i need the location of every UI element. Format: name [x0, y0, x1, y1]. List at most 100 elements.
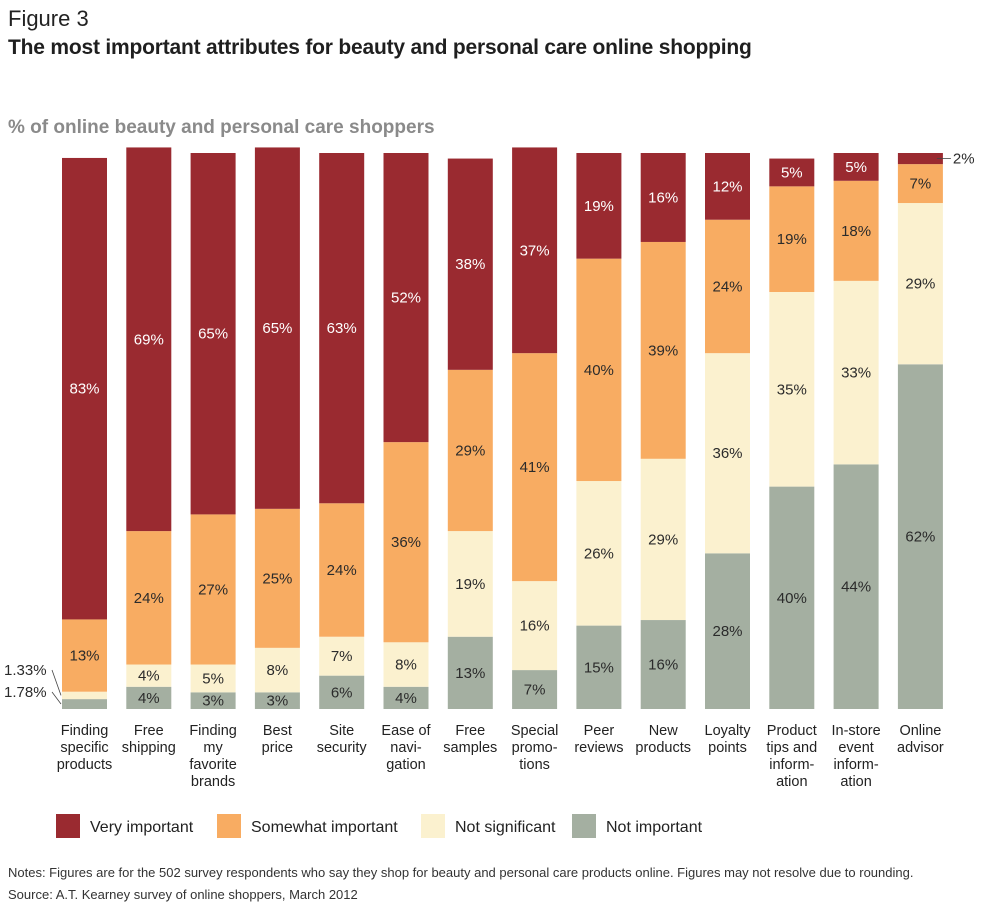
data-labels-group: 1.78% 1.33% 13% 83% 4% 4% 24% 69% 3% 5% 27% 65% 3% 8%…: [4, 151, 975, 710]
data-label: 27%: [198, 581, 228, 598]
category-label: Finding my favorite brands: [189, 723, 237, 790]
bar-column-2: [190, 153, 236, 709]
data-label: 2%: [953, 151, 975, 168]
data-label: 83%: [69, 381, 99, 398]
category-label: In-store event inform-ation: [832, 723, 881, 790]
data-label: 69%: [134, 331, 164, 348]
category-label-line: specific: [60, 740, 108, 756]
category-label-line: Special: [511, 723, 559, 739]
data-label: 4%: [138, 668, 160, 685]
bar-segment: [769, 158, 815, 187]
category-label-line: shipping: [122, 740, 176, 756]
category-label: Loyalty points: [705, 723, 752, 756]
bar-segment: [576, 481, 622, 626]
data-label: 63%: [327, 320, 357, 337]
data-label: 18%: [841, 223, 871, 240]
bar-segment: [126, 686, 172, 709]
data-label: 37%: [520, 242, 550, 259]
bar-segment: [62, 691, 107, 700]
data-label: 5%: [202, 670, 224, 687]
bar-segment: [833, 464, 879, 709]
bar-segment: [447, 369, 493, 532]
category-label: Free shipping: [122, 723, 176, 756]
data-label: 16%: [648, 657, 678, 674]
legend-label: Not important: [606, 819, 703, 836]
category-label-line: In-store: [832, 723, 881, 739]
category-label-line: Peer: [584, 723, 615, 739]
chart-source: Source: A.T. Kearney survey of online sh…: [8, 887, 358, 902]
data-label: 7%: [331, 648, 353, 665]
data-label: 16%: [520, 618, 550, 635]
bar-segment: [897, 364, 943, 709]
bar-column-10: [705, 153, 750, 709]
bar-segment: [254, 508, 300, 648]
category-label-line: Finding: [61, 723, 109, 739]
bar-segment: [383, 153, 429, 443]
data-label: 28%: [712, 623, 742, 640]
data-label: 12%: [712, 178, 742, 195]
data-label: 5%: [781, 164, 803, 181]
bars-group: [62, 147, 943, 709]
bar-column-0: [62, 157, 107, 709]
bar-segment: [769, 486, 815, 709]
data-label: 33%: [841, 365, 871, 382]
data-label: 29%: [455, 442, 485, 459]
data-label: 13%: [69, 648, 99, 665]
data-label: 36%: [712, 445, 742, 462]
category-label-line: tips and: [766, 740, 817, 756]
bar-column-1: [126, 147, 172, 709]
data-label: 24%: [134, 590, 164, 607]
category-label-line: products: [635, 740, 691, 756]
bar-segment: [705, 553, 750, 709]
category-label-line: points: [708, 740, 747, 756]
category-label-line: products: [57, 757, 113, 773]
category-label-line: price: [262, 740, 293, 756]
bar-segment: [897, 203, 943, 365]
bar-column-13: [897, 153, 943, 709]
bar-segment: [447, 531, 493, 637]
bar-segment: [383, 442, 429, 643]
category-label-line: Ease of: [381, 723, 431, 739]
category-label: Finding specific products: [57, 723, 113, 773]
category-label: Free samples: [443, 723, 497, 756]
bar-segment: [512, 670, 558, 709]
data-label: 52%: [391, 290, 421, 307]
data-label: 40%: [584, 362, 614, 379]
category-label-line: event: [838, 740, 873, 756]
category-label: Peer reviews: [574, 723, 623, 756]
data-label: 19%: [455, 576, 485, 593]
category-label-line: Loyalty: [705, 723, 752, 739]
data-label: 24%: [712, 278, 742, 295]
category-label-line: Free: [134, 723, 164, 739]
figure-label: Figure 3: [8, 6, 89, 31]
bar-segment: [640, 620, 686, 709]
bar-segment: [705, 353, 750, 554]
category-label-line: reviews: [574, 740, 623, 756]
legend: Very important Somewhat important Not sign…: [56, 814, 703, 838]
category-label-line: brands: [191, 774, 235, 790]
bar-segment: [576, 153, 622, 259]
bar-segment: [897, 164, 943, 204]
data-label: 1.78%: [4, 684, 47, 701]
data-label: 4%: [395, 690, 417, 707]
data-label: 24%: [327, 562, 357, 579]
legend-label: Very important: [90, 819, 194, 836]
bar-column-8: [576, 153, 622, 709]
data-label: 41%: [520, 459, 550, 476]
data-label: 16%: [648, 189, 678, 206]
bar-segment: [833, 280, 879, 465]
bar-column-9: [640, 153, 686, 709]
category-label: Site security: [317, 723, 368, 756]
data-label: 8%: [267, 662, 289, 679]
category-label: Best price: [262, 723, 293, 756]
bar-segment: [769, 186, 815, 292]
bar-segment: [833, 180, 879, 281]
data-label: 36%: [391, 534, 421, 551]
bar-segment: [254, 647, 300, 693]
category-label-line: favorite: [189, 757, 237, 773]
bar-segment: [705, 219, 750, 354]
bar-segment: [512, 147, 558, 354]
bar-segment: [319, 636, 365, 676]
bar-segment: [319, 675, 365, 709]
bar-segment: [640, 458, 686, 621]
